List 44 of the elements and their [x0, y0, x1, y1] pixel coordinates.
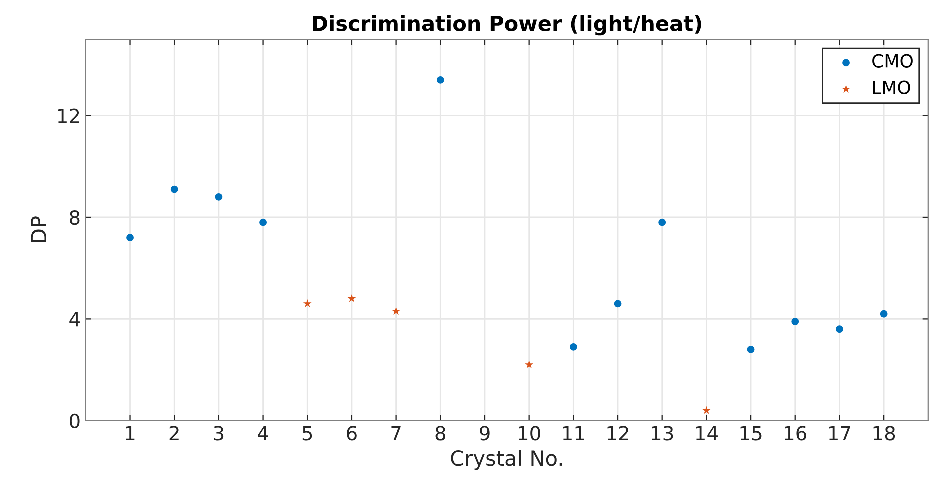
- x-tick-label: 11: [563, 426, 584, 441]
- x-tick-label: 12: [608, 426, 628, 441]
- legend-label: CMO: [872, 54, 913, 68]
- point: [702, 406, 711, 414]
- x-tick-label: 10: [519, 426, 540, 441]
- point: [215, 193, 223, 201]
- x-tick-label: 17: [829, 426, 850, 441]
- point: [348, 294, 356, 302]
- point: [170, 186, 178, 194]
- point: [303, 300, 312, 308]
- y-tick-label: 4: [70, 312, 80, 327]
- point: [260, 218, 267, 226]
- x-tick-label: 14: [696, 426, 718, 441]
- x-tick-label: 2: [170, 426, 179, 441]
- point: [436, 76, 444, 84]
- point: [836, 326, 844, 334]
- point: [126, 234, 134, 242]
- x-tick-label: 6: [347, 426, 357, 441]
- chart-title: Discrimination Power (light/heat): [313, 15, 702, 36]
- x-tick-label: 16: [785, 426, 807, 441]
- x-tick-label: 1: [126, 426, 135, 441]
- y-tick-label: 0: [70, 414, 80, 429]
- point: [570, 343, 578, 351]
- x-tick-label: 3: [214, 426, 224, 441]
- x-tick-label: 13: [652, 426, 674, 441]
- point: [747, 346, 755, 354]
- x-tick-label: 8: [436, 426, 446, 441]
- x-axis-title: Crystal No.: [451, 450, 562, 470]
- y-axis-title: DP: [31, 216, 46, 242]
- x-tick-label: 4: [258, 426, 268, 441]
- x-tick-label: 5: [302, 426, 312, 441]
- point: [614, 300, 622, 308]
- x-tick-label: 18: [874, 426, 896, 441]
- point: [392, 307, 400, 316]
- point: [792, 318, 800, 326]
- y-tick-label: 8: [70, 210, 80, 226]
- x-tick-label: 9: [480, 426, 490, 441]
- x-tick-label: 7: [392, 426, 401, 441]
- point: [658, 218, 666, 226]
- legend-label: LMO: [873, 80, 910, 94]
- point: [525, 360, 534, 369]
- point: [880, 310, 888, 318]
- x-tick-label: 15: [740, 426, 762, 441]
- y-tick-label: 12: [58, 108, 80, 124]
